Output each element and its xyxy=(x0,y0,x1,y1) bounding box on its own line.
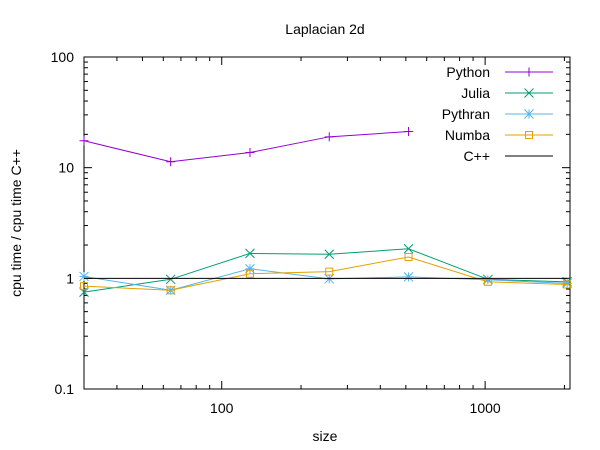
y-tick-label: 1 xyxy=(66,270,74,286)
chart-title: Laplacian 2d xyxy=(285,21,364,37)
data-point-numba xyxy=(166,286,175,295)
legend-label-python: Python xyxy=(446,64,490,80)
data-point-numba xyxy=(563,280,572,289)
y-tick-label: 10 xyxy=(58,160,74,176)
data-point-numba xyxy=(404,252,413,261)
y-tick-label: 0.1 xyxy=(55,381,75,397)
x-tick-label: 1000 xyxy=(470,400,501,416)
legend-marker-julia xyxy=(524,88,534,98)
data-point-pythran xyxy=(482,274,493,285)
axes: 0.1 1 10 100 100 1000 xyxy=(51,49,571,416)
legend-label-julia: Julia xyxy=(461,85,490,101)
series-layer xyxy=(79,127,572,298)
data-point-numba xyxy=(325,267,334,276)
data-point-numba xyxy=(80,282,88,291)
x-tick-label: 100 xyxy=(210,400,234,416)
plot-frame xyxy=(83,56,571,390)
legend-marker-numba xyxy=(525,131,533,139)
x-axis-label: size xyxy=(313,428,338,444)
legend-marker-pythran xyxy=(524,109,534,119)
legend-marker-python xyxy=(524,67,534,77)
data-point-python xyxy=(404,127,414,137)
data-point-python xyxy=(245,148,255,158)
series-numba xyxy=(80,252,572,295)
y-tick-label: 100 xyxy=(51,49,75,65)
data-point-pythran xyxy=(403,272,414,282)
y-axis-label: cpu time / cpu time C++ xyxy=(8,149,24,297)
data-point-python xyxy=(324,132,334,142)
data-point-pythran xyxy=(79,271,89,282)
data-point-julia xyxy=(324,249,335,260)
data-point-julia xyxy=(165,274,176,285)
data-point-julia xyxy=(245,248,255,259)
series-python xyxy=(79,127,414,167)
legend-label-pythran: Pythran xyxy=(442,106,490,122)
data-point-python xyxy=(166,157,176,167)
series-line-python xyxy=(83,131,409,163)
legend-label-cpp: C++ xyxy=(464,148,490,164)
data-point-pythran xyxy=(562,278,572,289)
legend-label-numba: Numba xyxy=(445,127,490,143)
data-point-python xyxy=(79,136,89,146)
data-point-numba xyxy=(245,269,254,278)
series-line-numba xyxy=(83,256,568,291)
data-point-pythran xyxy=(245,263,255,274)
data-point-julia xyxy=(403,243,414,254)
legend: Python Julia Pythran Numba C++ xyxy=(442,64,553,164)
